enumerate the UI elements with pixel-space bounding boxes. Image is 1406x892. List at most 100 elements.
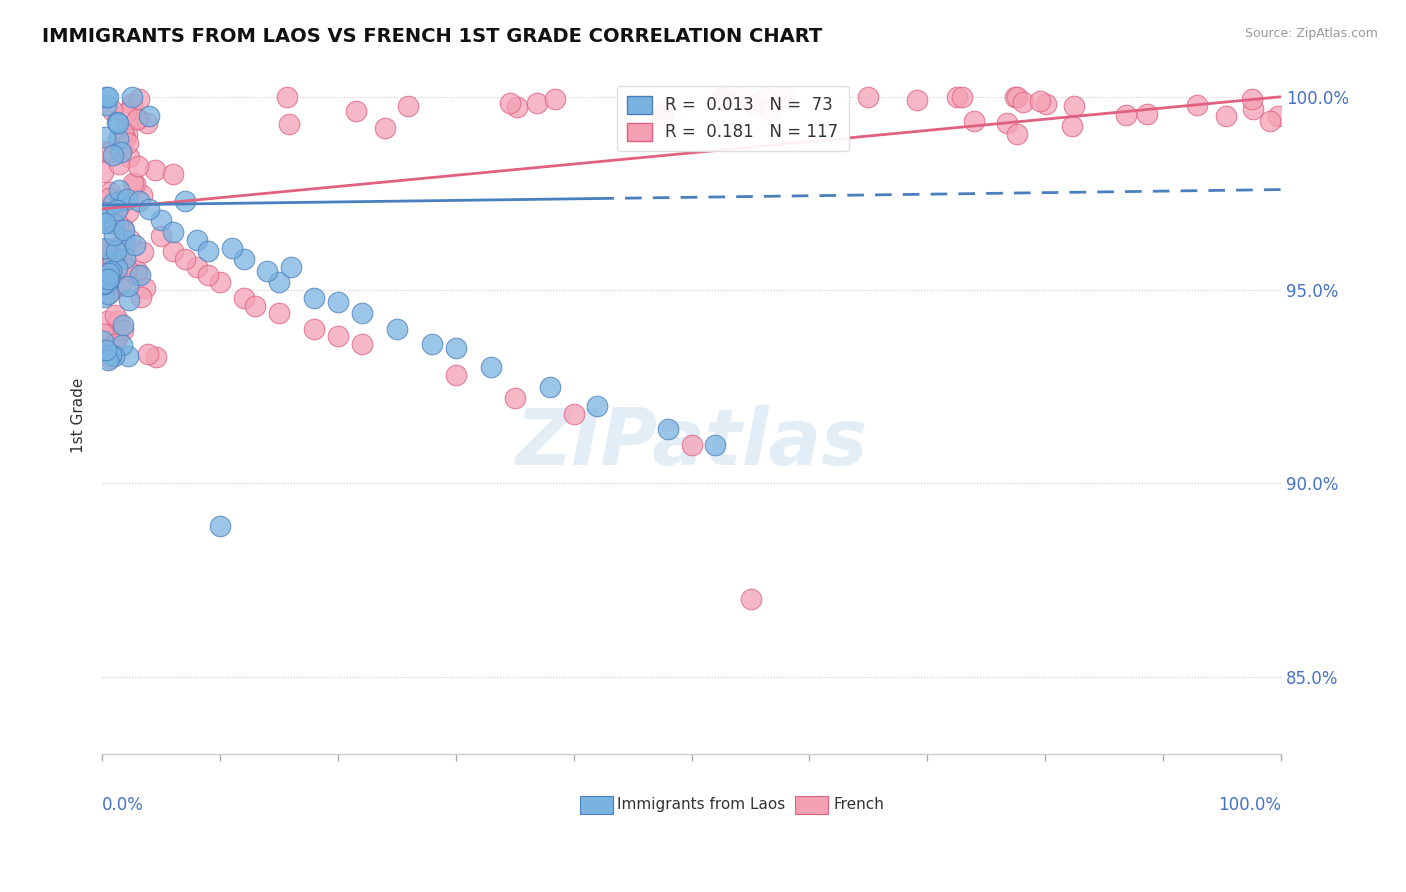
Point: [444, 368, 467, 383]
Point: [506, 100, 529, 114]
Point: [103, 241, 125, 255]
Point: [128, 194, 150, 208]
Point: [131, 187, 153, 202]
Point: [444, 341, 467, 355]
Point: [105, 202, 128, 217]
Point: [1267, 110, 1289, 124]
Point: [304, 322, 326, 336]
Point: [110, 145, 132, 159]
Point: [704, 438, 727, 452]
Point: [112, 233, 135, 247]
Text: Immigrants from Laos: Immigrants from Laos: [617, 797, 786, 813]
Point: [115, 261, 138, 276]
Point: [1260, 114, 1282, 128]
Point: [98, 185, 121, 199]
Point: [93, 144, 115, 158]
Point: [94, 216, 117, 230]
Point: [396, 99, 419, 113]
Point: [104, 336, 127, 351]
Point: [97, 266, 120, 280]
Point: [138, 202, 160, 216]
Point: [108, 279, 131, 293]
Point: [245, 299, 267, 313]
Point: [107, 327, 129, 342]
Point: [499, 95, 522, 110]
Point: [110, 253, 132, 268]
Point: [100, 261, 122, 276]
Point: [1241, 102, 1264, 116]
Point: [93, 326, 115, 341]
Point: [117, 350, 139, 364]
Point: [121, 97, 143, 112]
Point: [112, 318, 135, 333]
Point: [111, 277, 134, 292]
Point: [657, 422, 679, 436]
Point: [538, 380, 561, 394]
Point: [101, 253, 124, 268]
Point: [114, 251, 136, 265]
Point: [93, 211, 115, 226]
Point: [111, 338, 134, 352]
Point: [96, 337, 118, 351]
Point: [526, 96, 548, 111]
Point: [127, 159, 149, 173]
Text: Source: ZipAtlas.com: Source: ZipAtlas.com: [1244, 27, 1378, 40]
Point: [97, 285, 120, 300]
Point: [713, 89, 735, 103]
Point: [186, 260, 208, 274]
Point: [108, 199, 131, 213]
Point: [129, 268, 152, 283]
Point: [145, 350, 167, 364]
Point: [710, 92, 733, 106]
Point: [759, 103, 782, 118]
Point: [103, 349, 125, 363]
Point: [108, 183, 131, 197]
Point: [232, 252, 254, 267]
Point: [173, 252, 195, 267]
Point: [114, 130, 136, 145]
Point: [1060, 119, 1083, 133]
Point: [1007, 89, 1029, 103]
Point: [117, 205, 139, 219]
Point: [232, 291, 254, 305]
Point: [117, 192, 139, 206]
Point: [420, 337, 443, 351]
Point: [221, 241, 243, 255]
Point: [100, 243, 122, 257]
Point: [94, 213, 117, 227]
Point: [122, 176, 145, 190]
Point: [112, 323, 135, 337]
Point: [276, 89, 298, 103]
Point: [97, 272, 120, 286]
Point: [744, 97, 766, 112]
Point: [111, 125, 134, 139]
Point: [479, 360, 502, 375]
Point: [97, 353, 120, 368]
Point: [98, 191, 121, 205]
Point: [107, 132, 129, 146]
Point: [740, 592, 762, 607]
Point: [94, 130, 117, 145]
Point: [93, 277, 115, 291]
Point: [98, 251, 121, 265]
Point: [150, 229, 173, 244]
Point: [162, 244, 184, 259]
Point: [772, 89, 794, 103]
Point: [103, 228, 125, 243]
Point: [256, 264, 278, 278]
Point: [143, 163, 166, 178]
Point: [267, 276, 290, 290]
Point: [681, 438, 703, 452]
Point: [118, 233, 141, 247]
Point: [112, 220, 135, 235]
Point: [108, 157, 131, 171]
Point: [731, 89, 754, 103]
Point: [93, 241, 115, 255]
Point: [173, 194, 195, 209]
Point: [544, 92, 567, 106]
Point: [162, 167, 184, 181]
Point: [562, 407, 585, 421]
Y-axis label: 1st Grade: 1st Grade: [72, 378, 86, 453]
Point: [98, 273, 121, 287]
Legend: R =  0.013   N =  73, R =  0.181   N = 117: R = 0.013 N = 73, R = 0.181 N = 117: [617, 86, 849, 152]
